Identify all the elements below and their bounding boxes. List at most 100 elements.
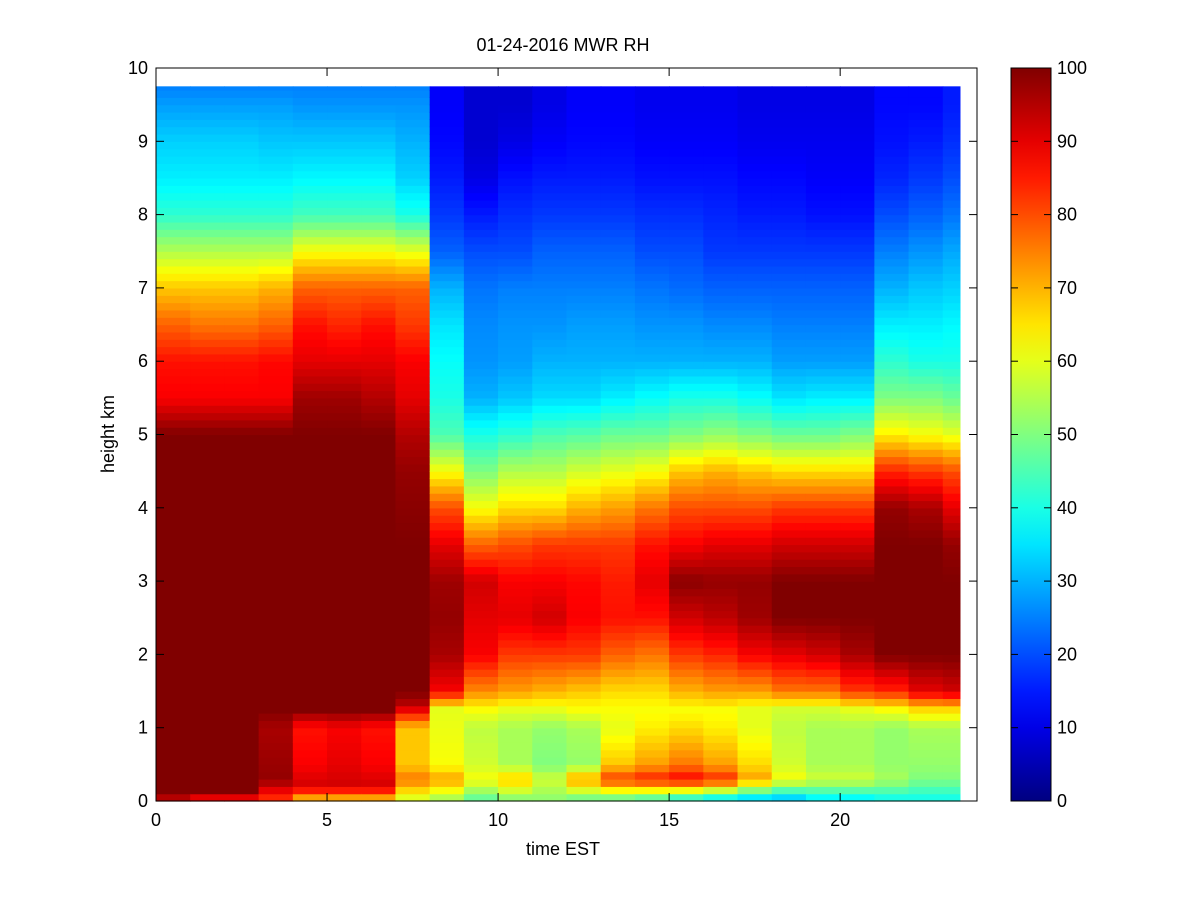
heatmap-cell [600,683,636,692]
heatmap-cell [224,86,260,91]
heatmap-cell [737,185,773,194]
colorbar-tick-label: 50 [1057,425,1077,445]
heatmap-cell [395,529,431,538]
heatmap-cell [532,669,568,677]
heatmap-cell [258,86,294,91]
heatmap-cell [429,654,465,663]
heatmap-cell [258,390,294,399]
heatmap-cell [874,361,910,370]
heatmap-cell [634,713,670,721]
heatmap-cell [805,419,841,428]
heatmap-cell [327,456,362,465]
heatmap-cell [737,669,773,677]
heatmap-cell [737,793,773,802]
heatmap-cell [463,229,499,238]
heatmap-cell [600,735,636,743]
heatmap-cell [840,427,875,436]
heatmap-cell [224,500,260,509]
heatmap-cell [429,251,465,260]
heatmap-cell [600,463,636,472]
heatmap-cell [498,463,533,472]
heatmap-cell [634,177,670,186]
heatmap-cell [942,89,961,98]
heatmap-cell [840,676,875,685]
heatmap-cell [566,500,602,509]
colorbar-tick-label: 20 [1057,644,1077,664]
heatmap-cell [395,375,431,384]
heatmap-cell [805,441,841,450]
heatmap-cell [840,243,875,252]
heatmap-cell [908,86,944,91]
heatmap-cell [703,192,739,201]
heatmap-cell [429,456,465,465]
heatmap-cell [292,441,328,450]
heatmap-cell [327,251,362,260]
heatmap-cell [498,786,533,795]
heatmap-cell [703,214,739,223]
heatmap-cell [942,251,961,260]
heatmap-cell [703,727,739,736]
heatmap-cell [942,500,961,509]
heatmap-cell [156,493,191,502]
heatmap-cell [156,485,191,494]
heatmap-cell [327,515,362,524]
heatmap-cell [395,419,431,428]
heatmap-cell [840,478,875,487]
heatmap-cell [908,89,944,98]
heatmap-cell [258,258,294,267]
heatmap-cell [429,691,465,699]
heatmap-cell [703,251,739,260]
heatmap-cell [874,207,910,216]
colorbar-tick-label: 0 [1057,791,1067,811]
heatmap-cell [874,163,910,172]
heatmap-cell [190,625,226,634]
heatmap-cell [634,273,670,282]
heatmap-cell [600,485,636,494]
heatmap-cell [156,793,191,802]
heatmap-cell [737,588,773,597]
heatmap-cell [634,500,670,509]
heatmap-cell [395,522,431,531]
heatmap-cell [532,163,568,172]
heatmap-cell [669,529,704,538]
heatmap-cell [327,669,362,677]
heatmap-cell [395,478,431,487]
heatmap-cell [771,735,807,743]
heatmap-cell [395,727,431,736]
heatmap-cell [634,771,670,780]
heatmap-cell [600,287,636,296]
heatmap-cell [327,500,362,509]
heatmap-cell [292,617,328,626]
heatmap-cell [292,258,328,267]
heatmap-cell [805,229,841,238]
heatmap-cell [395,97,431,106]
heatmap-cell [429,207,465,216]
heatmap-cell [156,346,191,355]
heatmap-cell [737,537,773,546]
heatmap-cell [190,214,226,223]
heatmap-cell [156,676,191,685]
heatmap-cell [429,735,465,743]
heatmap-cell [395,603,431,612]
heatmap-cell [327,199,362,208]
heatmap-cell [258,214,294,223]
heatmap-cell [942,265,961,274]
heatmap-cell [498,185,533,194]
heatmap-cell [942,471,961,480]
heatmap-cell [498,236,533,245]
heatmap-cell [805,317,841,326]
heatmap-cell [327,603,362,612]
heatmap-cell [429,368,465,377]
heatmap-cell [361,434,397,443]
heatmap-cell [395,177,431,186]
heatmap-cell [600,566,636,575]
heatmap-cell [566,324,602,333]
heatmap-cell [258,361,294,370]
heatmap-cell [532,214,568,223]
heatmap-cell [498,280,533,289]
heatmap-cell [805,302,841,311]
heatmap-cell [156,199,191,208]
heatmap-cell [361,625,397,634]
heatmap-cell [532,427,568,436]
heatmap-cell [600,654,636,663]
